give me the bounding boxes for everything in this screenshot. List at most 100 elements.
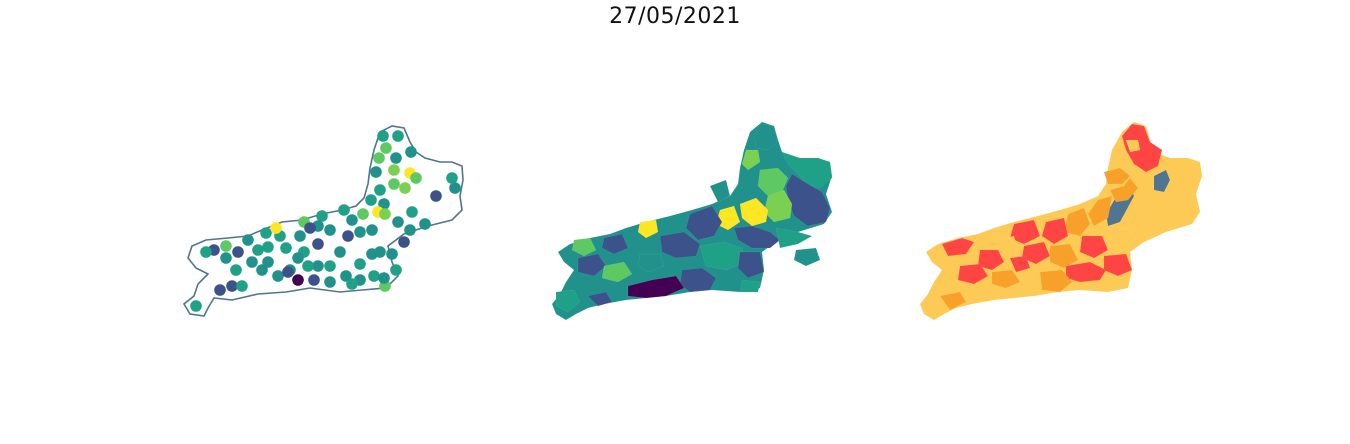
map-point [242, 234, 254, 246]
map-region [733, 225, 781, 249]
map-region [1125, 139, 1141, 153]
map-point [374, 184, 386, 196]
map-point [312, 260, 324, 272]
map-point [388, 178, 400, 190]
map-point [190, 300, 202, 312]
map-region [571, 237, 597, 257]
map-region [977, 249, 1005, 271]
map-point [294, 230, 306, 242]
map-point [324, 260, 336, 272]
map-point [346, 278, 358, 290]
map-region [1021, 241, 1051, 265]
map-point [232, 246, 244, 258]
map-point [386, 248, 398, 260]
map-region [1079, 235, 1109, 259]
map-region [601, 261, 633, 283]
map-point [340, 270, 352, 282]
map-point [373, 152, 385, 164]
map-point [366, 248, 378, 260]
map-point [226, 280, 238, 292]
map-region [941, 237, 975, 257]
map-region [587, 291, 613, 307]
map-region [577, 253, 607, 277]
map-region [1009, 219, 1041, 245]
map-point [419, 218, 431, 230]
map-point [220, 252, 232, 264]
map-region [1121, 123, 1163, 173]
map-point [236, 280, 248, 292]
map-point [399, 182, 411, 194]
map-region [709, 179, 731, 203]
map-region [1039, 269, 1073, 293]
map-point [304, 222, 316, 234]
map-region [685, 205, 723, 241]
map-point [302, 260, 314, 272]
map-region [781, 151, 833, 189]
map-point [272, 270, 284, 282]
map-region [993, 235, 1019, 257]
map-region [1041, 217, 1069, 245]
map-point [405, 146, 417, 158]
figure-title: 27/05/2021 [609, 4, 741, 29]
map-point [246, 256, 258, 268]
map-point [262, 241, 274, 253]
map-point [342, 230, 354, 242]
map-point [406, 206, 418, 218]
map-point [280, 242, 292, 254]
map-point [410, 172, 422, 184]
map-point [380, 142, 392, 154]
map-region [627, 275, 685, 299]
map-point [370, 166, 382, 178]
map-point [220, 240, 232, 252]
map-region [637, 253, 665, 273]
map-point [354, 258, 366, 270]
map-region [741, 149, 761, 171]
map-region [1049, 243, 1079, 269]
map-point [390, 152, 402, 164]
map-point [346, 214, 358, 226]
map-point [378, 198, 390, 210]
map-region [737, 251, 765, 279]
map-point [390, 264, 402, 276]
map-region [1087, 195, 1113, 227]
map-point [404, 224, 416, 236]
map-point [338, 204, 350, 216]
map-region [1009, 255, 1031, 273]
map-point [308, 274, 320, 286]
map-region [957, 263, 989, 285]
map-point [368, 270, 380, 282]
map-point [200, 246, 212, 258]
map-point [262, 256, 274, 268]
map-region [1153, 169, 1171, 193]
map-region [601, 233, 629, 255]
map-point [292, 274, 304, 286]
map-point [270, 222, 282, 234]
map-point [292, 252, 304, 264]
map-point [282, 266, 294, 278]
map-region [739, 279, 761, 293]
map-region [1109, 227, 1137, 249]
map-point [392, 130, 404, 142]
map-point [446, 172, 458, 184]
map-region [785, 173, 831, 227]
map-point [365, 194, 377, 206]
map-point [256, 264, 268, 276]
map-point [324, 224, 336, 236]
map-point [430, 190, 442, 202]
map-point [354, 226, 366, 238]
map-region [1109, 177, 1139, 203]
map-point [378, 272, 390, 284]
map-point [379, 208, 391, 220]
map-region [555, 289, 581, 313]
map-region [991, 269, 1021, 289]
map-point [449, 182, 461, 194]
map-region [753, 123, 779, 151]
map-point [230, 264, 242, 276]
map-point [214, 284, 226, 296]
map-region [1103, 253, 1133, 277]
map-point [324, 276, 336, 288]
map-point [357, 208, 369, 220]
map-region [739, 197, 769, 227]
